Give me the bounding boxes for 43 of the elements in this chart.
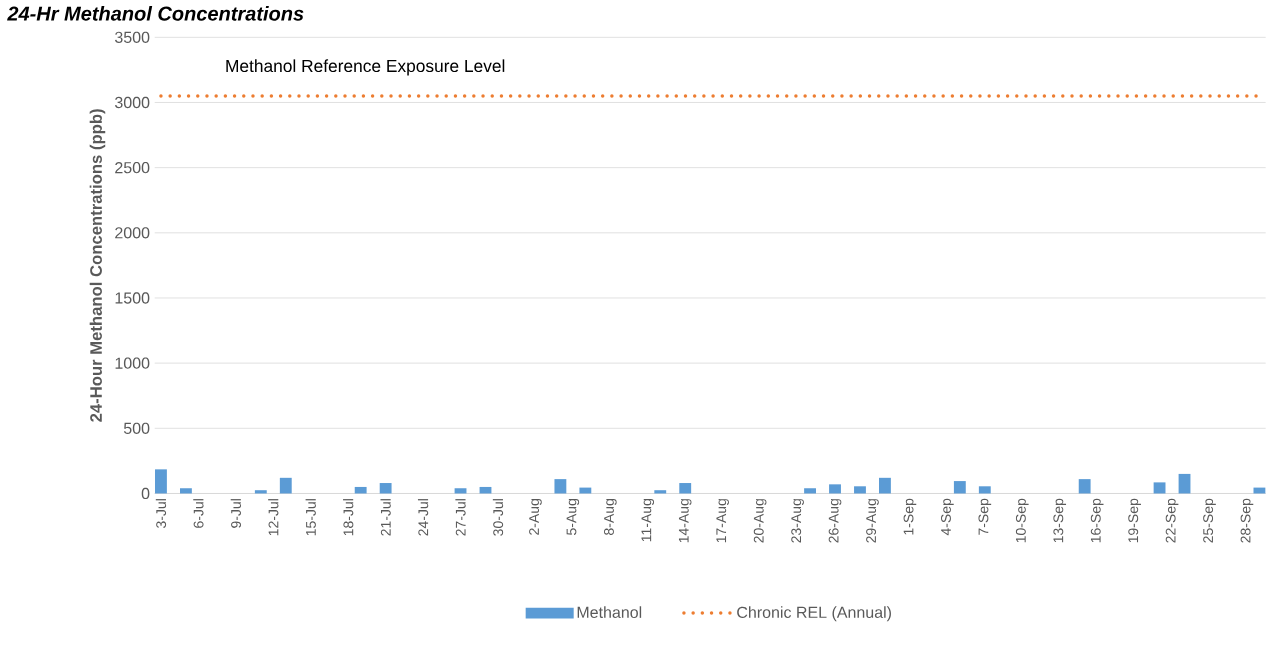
y-tick-label: 1000 (115, 357, 150, 370)
x-tick-label: 6-Jul (193, 499, 204, 529)
x-tick-label: 24-Jul (417, 499, 429, 536)
x-tick-label: 16-Sep (1090, 499, 1104, 543)
x-tick-label: 18-Jul (343, 499, 354, 536)
x-tick-label: 5-Aug (566, 499, 580, 536)
chart-title: 24-Hr Methanol Concentrations (7, 6, 304, 21)
annotation: Methanol Reference Exposure Level (226, 59, 505, 76)
x-tick-label: 10-Sep (1015, 499, 1029, 543)
legend-label: Methanol (577, 606, 642, 619)
x-tick-label: 25-Sep (1203, 499, 1216, 543)
y-tick-label: 2500 (115, 162, 150, 174)
x-tick-label: 7-Sep (978, 499, 992, 536)
x-tick-label: 9-Jul (230, 499, 241, 529)
y-tick-label: 0 (141, 488, 150, 500)
x-tick-label: 17-Aug (716, 499, 729, 543)
x-tick-label: 11-Aug (641, 499, 655, 542)
x-tick-label: 2-Aug (529, 499, 542, 536)
x-tick-label: 30-Jul (492, 499, 504, 537)
x-tick-label: 13-Sep (1053, 499, 1067, 543)
x-tick-label: 29-Aug (866, 499, 879, 543)
x-tick-label: 14-Aug (678, 499, 692, 543)
x-tick-label: 1-Sep (903, 499, 917, 535)
y-tick-label: 3500 (115, 31, 150, 44)
x-tick-label: 23-Aug (791, 499, 804, 543)
y-tick-label: 3000 (115, 97, 150, 109)
x-tick-label: 20-Aug (753, 499, 767, 543)
y-axis-title: 24-Hour Methanol Concentrations (ppb) (89, 109, 106, 423)
x-tick-label: 4-Sep (941, 499, 954, 536)
y-tick-label: 2000 (115, 227, 150, 239)
legend-label: Chronic REL (Annual) (737, 606, 891, 622)
x-tick-label: 28-Sep (1240, 499, 1254, 543)
x-tick-label: 27-Jul (455, 499, 466, 536)
x-tick-label: 22-Sep (1165, 499, 1179, 543)
y-tick-label: 500 (123, 422, 150, 435)
x-tick-label: 3-Jul (155, 499, 167, 529)
x-tick-label: 8-Aug (603, 499, 617, 536)
x-tick-label: 15-Jul (305, 499, 316, 536)
x-tick-label: 12-Jul (268, 499, 279, 536)
y-tick-label: 1500 (115, 292, 150, 304)
x-tick-label: 21-Jul (380, 499, 391, 536)
x-tick-label: 19-Sep (1128, 499, 1141, 543)
x-tick-label: 26-Aug (828, 499, 842, 543)
